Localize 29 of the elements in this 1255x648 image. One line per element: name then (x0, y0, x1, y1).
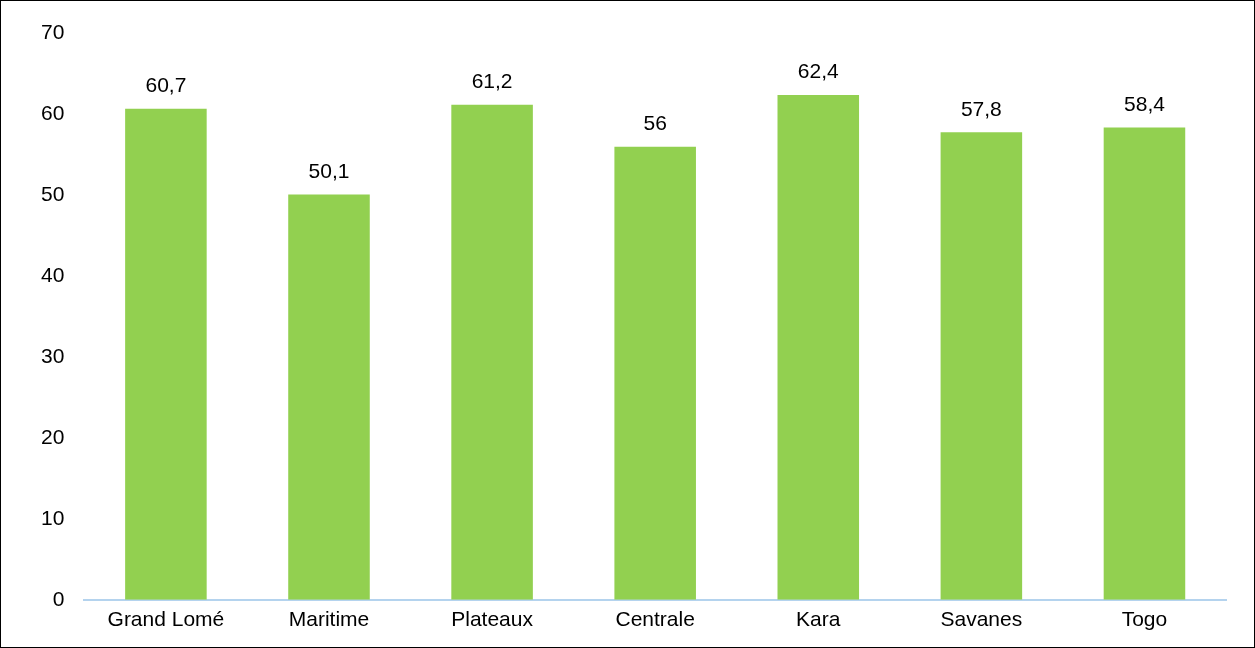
x-tick-label: Savanes (940, 607, 1023, 631)
y-tick-label: 70 (41, 20, 65, 44)
x-tick-label: Centrale (615, 607, 695, 631)
bar (940, 132, 1023, 600)
x-tick-label: Togo (1121, 607, 1168, 631)
y-tick-label: 10 (41, 505, 65, 529)
bar (1103, 127, 1186, 600)
bar (125, 108, 207, 600)
x-tick-label: Plateaux (451, 607, 534, 631)
bar (288, 194, 370, 600)
data-label: 60,7 (145, 73, 187, 97)
data-label: 62,4 (797, 59, 840, 83)
x-tick-label: Grand Lomé (107, 607, 225, 631)
bar (777, 95, 860, 600)
bar (451, 104, 533, 600)
y-tick-label: 60 (41, 101, 65, 125)
data-label: 58,4 (1124, 91, 1166, 115)
y-tick-label: 40 (41, 263, 65, 287)
data-label: 56 (643, 111, 667, 135)
bar (614, 146, 696, 600)
data-label: 50,1 (308, 158, 350, 182)
data-label: 57,8 (960, 96, 1002, 120)
x-tick-label: Kara (796, 607, 841, 631)
y-tick-label: 50 (41, 182, 65, 206)
y-tick-label: 20 (41, 424, 65, 448)
data-label: 61,2 (471, 69, 513, 93)
y-tick-label: 30 (41, 343, 65, 367)
x-tick-label: Maritime (288, 607, 370, 631)
y-tick-label: 0 (52, 586, 65, 610)
